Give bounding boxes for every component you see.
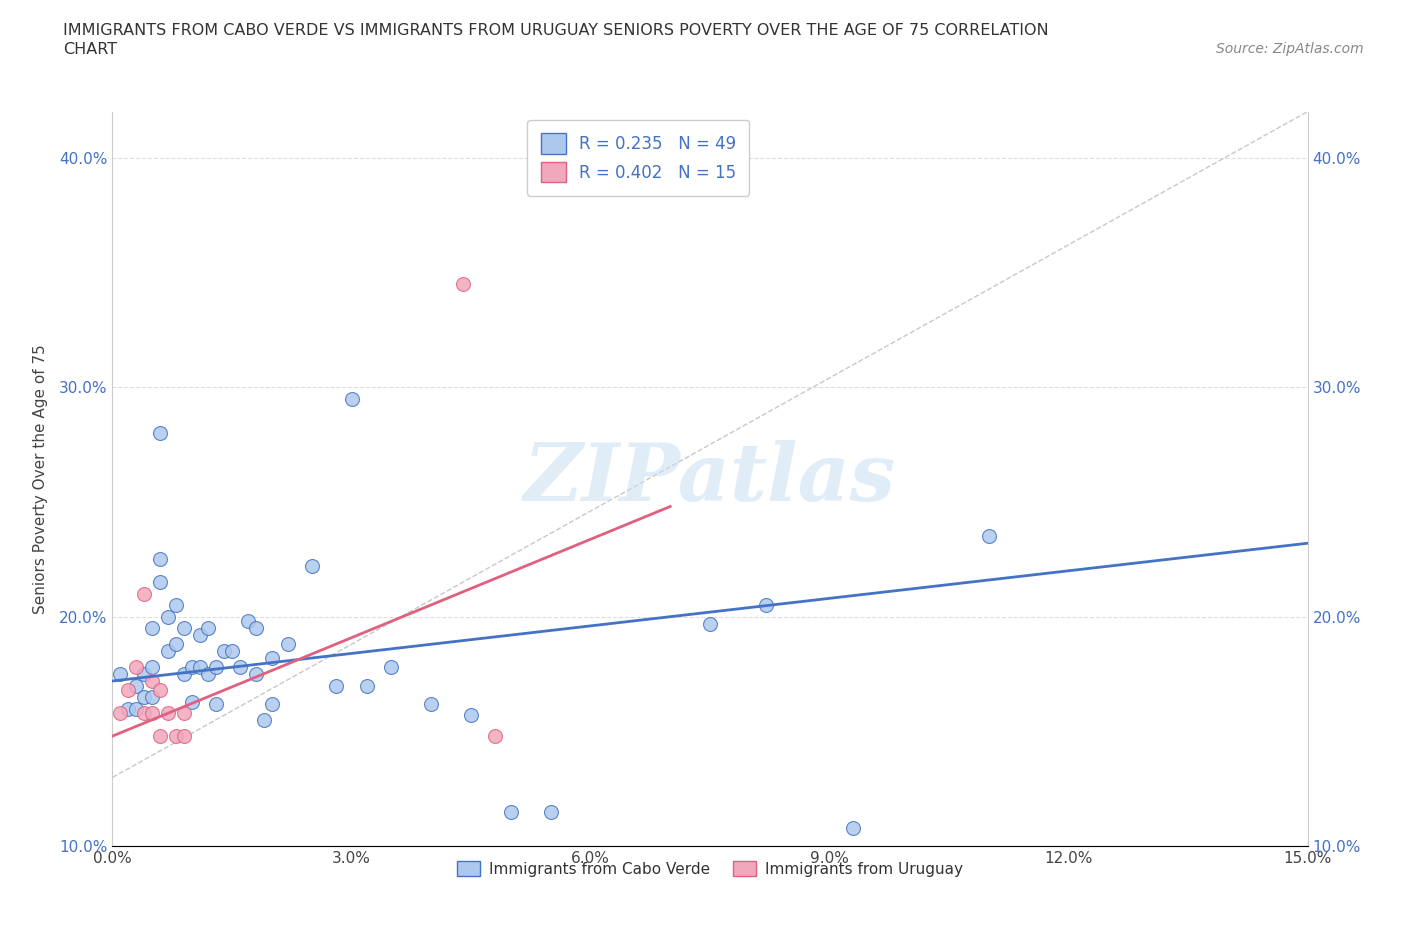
Point — [699, 617, 721, 631]
Point — [141, 706, 163, 721]
Y-axis label: Seniors Poverty Over the Age of 75: Seniors Poverty Over the Age of 75 — [32, 344, 48, 614]
Point — [188, 659, 211, 674]
Point — [205, 659, 228, 674]
Point — [460, 708, 482, 723]
Point — [221, 644, 243, 658]
Point — [165, 637, 187, 652]
Point — [188, 628, 211, 643]
Point — [977, 529, 1000, 544]
Point — [157, 644, 180, 658]
Point — [245, 667, 267, 682]
Point — [117, 683, 139, 698]
Point — [356, 678, 378, 693]
Point — [110, 667, 132, 682]
Point — [236, 614, 259, 629]
Point — [141, 673, 163, 688]
Legend: Immigrants from Cabo Verde, Immigrants from Uruguay: Immigrants from Cabo Verde, Immigrants f… — [451, 855, 969, 883]
Point — [181, 659, 204, 674]
Point — [260, 697, 283, 711]
Text: IMMIGRANTS FROM CABO VERDE VS IMMIGRANTS FROM URUGUAY SENIORS POVERTY OVER THE A: IMMIGRANTS FROM CABO VERDE VS IMMIGRANTS… — [63, 23, 1049, 38]
Point — [277, 637, 299, 652]
Point — [260, 651, 283, 666]
Point — [842, 820, 865, 835]
Point — [149, 426, 172, 441]
Point — [149, 575, 172, 590]
Point — [110, 706, 132, 721]
Text: CHART: CHART — [63, 42, 117, 57]
Point — [149, 683, 172, 698]
Point — [301, 559, 323, 574]
Point — [173, 667, 195, 682]
Point — [134, 690, 156, 705]
Point — [165, 729, 187, 744]
Point — [173, 706, 195, 721]
Point — [181, 694, 204, 709]
Point — [165, 598, 187, 613]
Point — [134, 586, 156, 601]
Point — [755, 598, 778, 613]
Text: ZIPatlas: ZIPatlas — [524, 440, 896, 518]
Point — [380, 659, 402, 674]
Point — [134, 706, 156, 721]
Point — [134, 667, 156, 682]
Point — [253, 712, 276, 727]
Point — [540, 804, 562, 819]
Point — [212, 644, 235, 658]
Point — [117, 701, 139, 716]
Point — [173, 620, 195, 635]
Point — [420, 697, 443, 711]
Point — [141, 620, 163, 635]
Point — [149, 551, 172, 566]
Point — [149, 729, 172, 744]
Point — [484, 729, 506, 744]
Point — [141, 690, 163, 705]
Point — [157, 609, 180, 624]
Point — [157, 706, 180, 721]
Point — [499, 804, 522, 819]
Point — [205, 697, 228, 711]
Point — [125, 678, 148, 693]
Text: Source: ZipAtlas.com: Source: ZipAtlas.com — [1216, 42, 1364, 56]
Point — [340, 392, 363, 406]
Point — [245, 620, 267, 635]
Point — [125, 659, 148, 674]
Point — [125, 701, 148, 716]
Point — [141, 659, 163, 674]
Point — [451, 276, 474, 291]
Point — [229, 659, 252, 674]
Point — [197, 667, 219, 682]
Point — [173, 729, 195, 744]
Point — [325, 678, 347, 693]
Point — [197, 620, 219, 635]
